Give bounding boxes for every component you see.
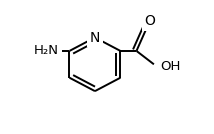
Text: N: N: [90, 31, 100, 44]
Text: OH: OH: [160, 60, 181, 74]
Text: H₂N: H₂N: [34, 44, 59, 57]
Text: O: O: [144, 14, 155, 28]
